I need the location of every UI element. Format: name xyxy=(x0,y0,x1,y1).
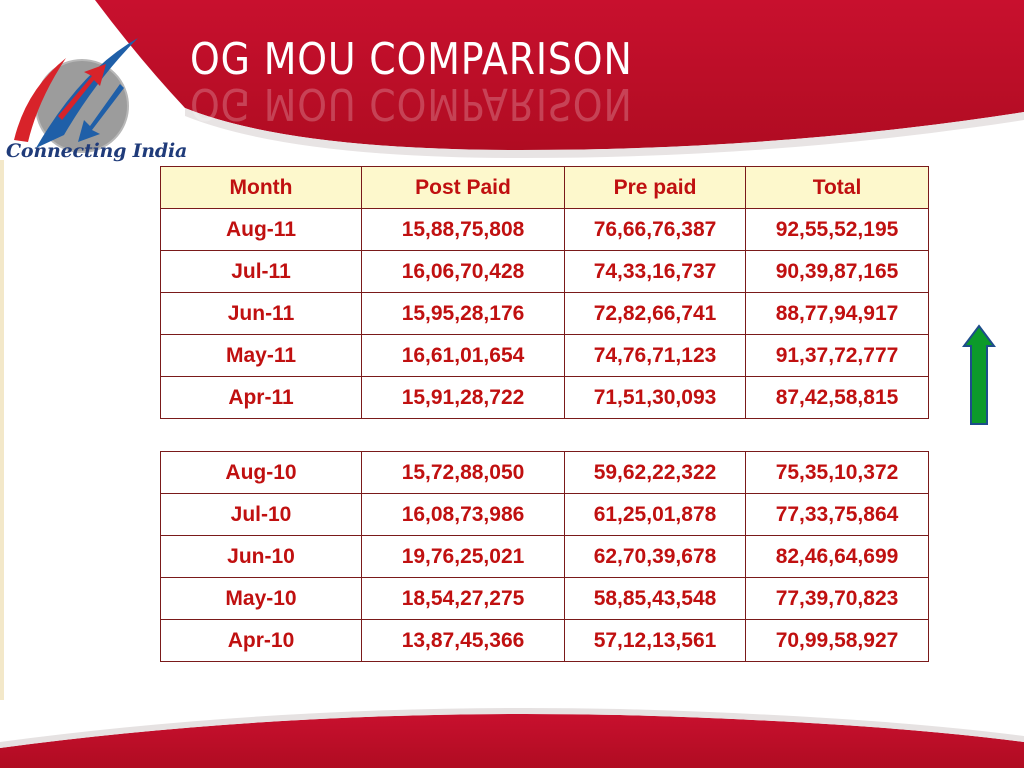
table-row: Apr-10 13,87,45,366 57,12,13,561 70,99,5… xyxy=(160,619,929,662)
cell-total: 87,42,58,815 xyxy=(745,376,929,419)
table-2011: Month Post Paid Pre paid Total Aug-11 15… xyxy=(160,166,929,419)
up-arrow-icon xyxy=(962,324,996,425)
table-row: Jun-11 15,95,28,176 72,82,66,741 88,77,9… xyxy=(160,292,929,335)
title-reflection: OG MOU COMPARISON xyxy=(190,79,633,129)
cell-total: 77,33,75,864 xyxy=(745,493,929,536)
table-row: Jun-10 19,76,25,021 62,70,39,678 82,46,6… xyxy=(160,535,929,578)
logo-tagline: Connecting India xyxy=(6,140,188,162)
col-header-month: Month xyxy=(160,166,362,209)
cell-pre-paid: 71,51,30,093 xyxy=(564,376,746,419)
cell-total: 91,37,72,777 xyxy=(745,334,929,377)
cell-post-paid: 15,88,75,808 xyxy=(361,208,565,251)
page-title: OG MOU COMPARISON xyxy=(190,34,633,85)
table-row: May-11 16,61,01,654 74,76,71,123 91,37,7… xyxy=(160,334,929,377)
cell-pre-paid: 74,76,71,123 xyxy=(564,334,746,377)
cell-total: 82,46,64,699 xyxy=(745,535,929,578)
cell-pre-paid: 59,62,22,322 xyxy=(564,451,746,494)
cell-total: 77,39,70,823 xyxy=(745,577,929,620)
header-swoosh xyxy=(95,0,1024,150)
cell-month: Jun-10 xyxy=(160,535,362,578)
table-row: Jul-10 16,08,73,986 61,25,01,878 77,33,7… xyxy=(160,493,929,536)
title-area: OG MOU COMPARISON OG MOU COMPARISON xyxy=(190,34,790,134)
table-row: Aug-11 15,88,75,808 76,66,76,387 92,55,5… xyxy=(160,208,929,251)
cell-month: May-10 xyxy=(160,577,362,620)
cell-total: 70,99,58,927 xyxy=(745,619,929,662)
footer-swoosh-shadow xyxy=(0,707,1024,748)
cell-pre-paid: 57,12,13,561 xyxy=(564,619,746,662)
cell-month: Jun-11 xyxy=(160,292,362,335)
cell-month: Apr-11 xyxy=(160,376,362,419)
table-row: Aug-10 15,72,88,050 59,62,22,322 75,35,1… xyxy=(160,451,929,494)
cell-pre-paid: 58,85,43,548 xyxy=(564,577,746,620)
cell-pre-paid: 61,25,01,878 xyxy=(564,493,746,536)
cell-pre-paid: 72,82,66,741 xyxy=(564,292,746,335)
left-accent-strip xyxy=(0,160,4,700)
cell-pre-paid: 76,66,76,387 xyxy=(564,208,746,251)
cell-post-paid: 15,72,88,050 xyxy=(361,451,565,494)
cell-month: May-11 xyxy=(160,334,362,377)
cell-post-paid: 13,87,45,366 xyxy=(361,619,565,662)
table-header-row: Month Post Paid Pre paid Total xyxy=(160,166,929,209)
table-row: May-10 18,54,27,275 58,85,43,548 77,39,7… xyxy=(160,577,929,620)
cell-month: Aug-10 xyxy=(160,451,362,494)
col-header-total: Total xyxy=(745,166,929,209)
cell-month: Jul-10 xyxy=(160,493,362,536)
cell-post-paid: 16,08,73,986 xyxy=(361,493,565,536)
table-row: Jul-11 16,06,70,428 74,33,16,737 90,39,8… xyxy=(160,250,929,293)
cell-pre-paid: 62,70,39,678 xyxy=(564,535,746,578)
table-2010: Aug-10 15,72,88,050 59,62,22,322 75,35,1… xyxy=(160,451,929,662)
cell-post-paid: 18,54,27,275 xyxy=(361,577,565,620)
footer-swoosh xyxy=(0,713,1024,768)
cell-post-paid: 16,06,70,428 xyxy=(361,250,565,293)
cell-month: Apr-10 xyxy=(160,619,362,662)
table-row: Apr-11 15,91,28,722 71,51,30,093 87,42,5… xyxy=(160,376,929,419)
col-header-post-paid: Post Paid xyxy=(361,166,565,209)
col-header-pre-paid: Pre paid xyxy=(564,166,746,209)
cell-total: 88,77,94,917 xyxy=(745,292,929,335)
cell-post-paid: 15,91,28,722 xyxy=(361,376,565,419)
cell-total: 90,39,87,165 xyxy=(745,250,929,293)
bsnl-logo xyxy=(14,38,138,153)
cell-pre-paid: 74,33,16,737 xyxy=(564,250,746,293)
cell-month: Aug-11 xyxy=(160,208,362,251)
cell-post-paid: 15,95,28,176 xyxy=(361,292,565,335)
cell-post-paid: 16,61,01,654 xyxy=(361,334,565,377)
cell-total: 75,35,10,372 xyxy=(745,451,929,494)
cell-month: Jul-11 xyxy=(160,250,362,293)
cell-total: 92,55,52,195 xyxy=(745,208,929,251)
cell-post-paid: 19,76,25,021 xyxy=(361,535,565,578)
